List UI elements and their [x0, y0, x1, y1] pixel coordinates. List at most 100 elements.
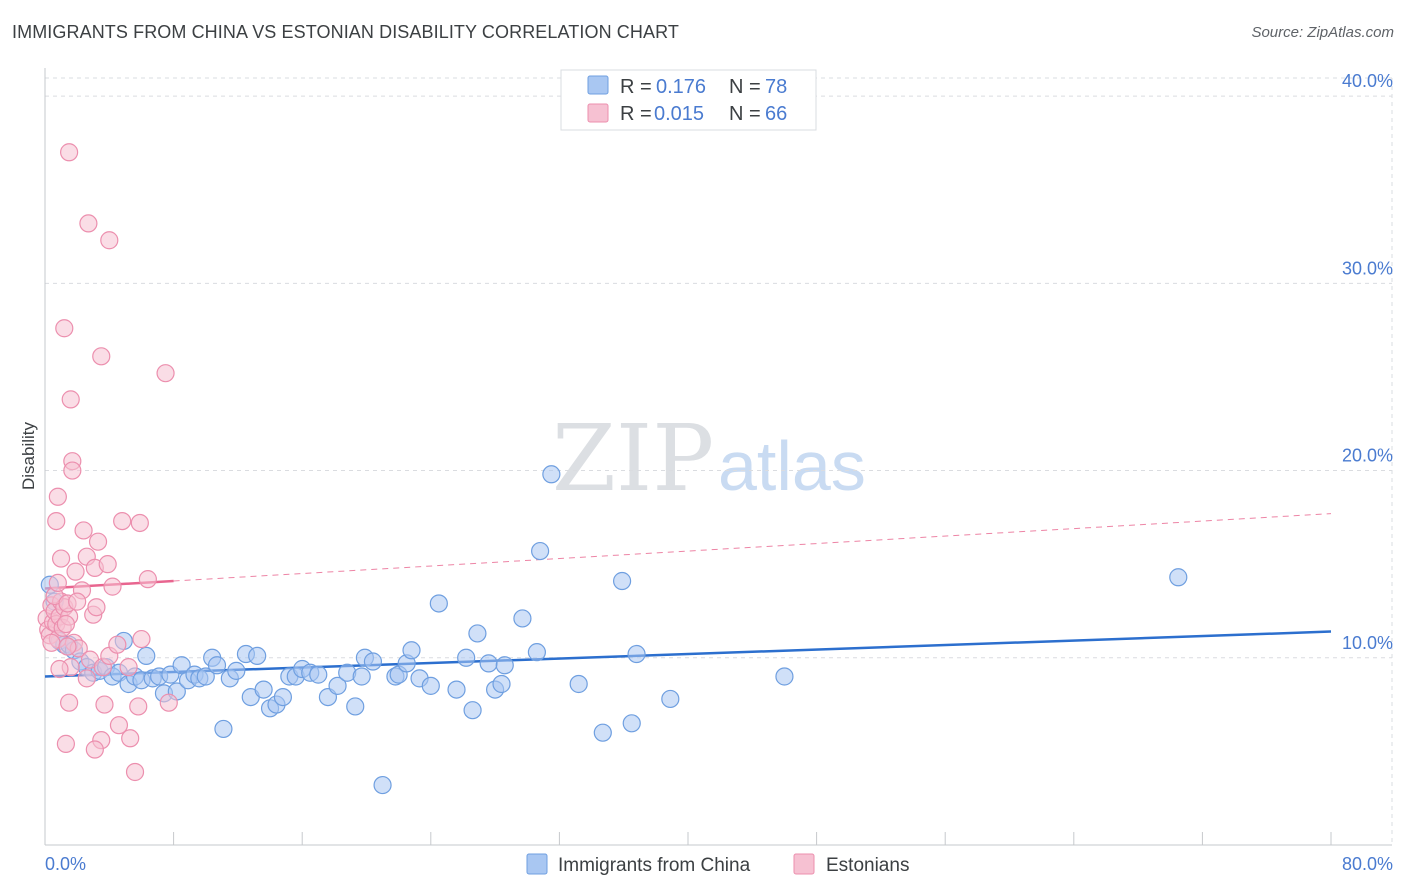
estonian-point [98, 555, 117, 574]
legend-n-value-estonians: 66 [765, 103, 787, 125]
estonian-point [56, 734, 75, 753]
data-points [37, 143, 1188, 795]
series-legend-swatch-estonians [793, 853, 815, 875]
china-point [373, 775, 392, 795]
legend-n-value-china: 78 [765, 76, 787, 98]
estonian-point [61, 390, 80, 409]
legend-swatch-china [587, 75, 609, 95]
series-legend-label-china: Immigrants from China [558, 855, 751, 876]
y-tick-label: 30.0% [1342, 258, 1393, 278]
legend-n-label-estonians: N = [729, 103, 761, 125]
china-point [542, 465, 561, 484]
estonian-point [50, 659, 69, 679]
estonian-point [92, 347, 111, 366]
estonian-point [108, 635, 127, 654]
estonian-point [58, 637, 77, 656]
china-point [363, 652, 383, 671]
china-point [457, 648, 476, 667]
estonian-point [55, 319, 74, 338]
china-point [207, 656, 227, 675]
estonian-point [79, 214, 98, 233]
china-point [402, 641, 421, 660]
china-point [273, 687, 293, 707]
estonian-point [87, 598, 106, 617]
china-point [479, 654, 498, 673]
estonian-point [66, 562, 85, 581]
china-point [421, 676, 440, 695]
china-point [593, 723, 612, 742]
legend-swatch-estonians [587, 103, 609, 123]
china-point [309, 665, 328, 684]
y-tick-label: 10.0% [1342, 633, 1393, 653]
legend-r-value-estonians: 0.015 [654, 103, 704, 125]
chart-source: Source: ZipAtlas.com [1251, 24, 1394, 41]
china-point [196, 667, 215, 686]
estonian-point [63, 461, 82, 480]
estonian-point [156, 364, 175, 383]
china-point [527, 643, 546, 662]
legend-r-value-china: 0.176 [656, 76, 706, 98]
estonian-point [42, 633, 61, 652]
china-point [214, 719, 233, 739]
estonian-point [60, 693, 79, 712]
estonian-point [68, 592, 87, 611]
china-point [513, 609, 532, 628]
estonian-point [85, 740, 104, 759]
series-legend-swatch-china [526, 853, 548, 875]
estonian-point [121, 729, 140, 748]
estonian-point [88, 532, 108, 551]
estonian-point [125, 762, 145, 782]
legend-r-label-estonians: R = [620, 103, 652, 125]
china-point [328, 676, 347, 695]
legend-n-label-china: N = [729, 76, 761, 98]
china-point [612, 571, 632, 591]
estonian-trend-line-extension [173, 513, 1332, 582]
china-point [775, 667, 794, 686]
watermark-atlas: atlas [718, 427, 866, 505]
estonian-point [129, 697, 148, 716]
estonian-point [113, 511, 132, 531]
china-point [531, 541, 550, 561]
estonian-point [48, 487, 67, 506]
estonian-point [130, 513, 149, 533]
legend-r-label-china: R = [620, 76, 652, 98]
china-point [495, 656, 514, 675]
stats-legend: R = 0.176 N = 78 R = 0.015 N = 66 [560, 69, 817, 131]
china-point [227, 661, 246, 680]
china-point [429, 594, 448, 613]
estonian-point [77, 669, 96, 688]
series-legend-label-estonians: Estonians [826, 855, 909, 876]
estonian-point [48, 573, 67, 592]
estonian-point [51, 549, 71, 568]
china-point [346, 697, 365, 716]
watermark-zip: ZIP [552, 405, 714, 512]
series-legend: Immigrants from China Estonians [526, 853, 909, 876]
china-point [352, 667, 371, 686]
watermark: ZIP atlas [552, 405, 866, 512]
estonian-point [109, 716, 129, 735]
x-tick-label-max: 80.0% [1342, 854, 1393, 874]
china-point [447, 680, 466, 699]
estonian-point [119, 658, 138, 677]
china-point [661, 689, 680, 709]
china-trend-line [44, 630, 1332, 678]
estonian-point [103, 577, 122, 596]
china-point [172, 656, 191, 675]
estonian-point [74, 521, 93, 540]
x-tick-label-min: 0.0% [45, 854, 86, 874]
y-tick-label: 40.0% [1342, 71, 1393, 91]
estonian-point [47, 511, 66, 531]
y-tick-label: 20.0% [1342, 446, 1393, 466]
estonian-point [138, 570, 157, 589]
china-point [1169, 568, 1188, 587]
estonian-point [132, 629, 151, 649]
estonian-point [95, 695, 114, 714]
estonian-point [159, 693, 178, 712]
china-point [248, 646, 267, 665]
y-axis-title: Disability [19, 421, 38, 490]
china-point [468, 624, 487, 643]
china-point [622, 714, 641, 733]
china-point [569, 674, 588, 694]
chart-title: IMMIGRANTS FROM CHINA VS ESTONIAN DISABI… [12, 22, 679, 42]
